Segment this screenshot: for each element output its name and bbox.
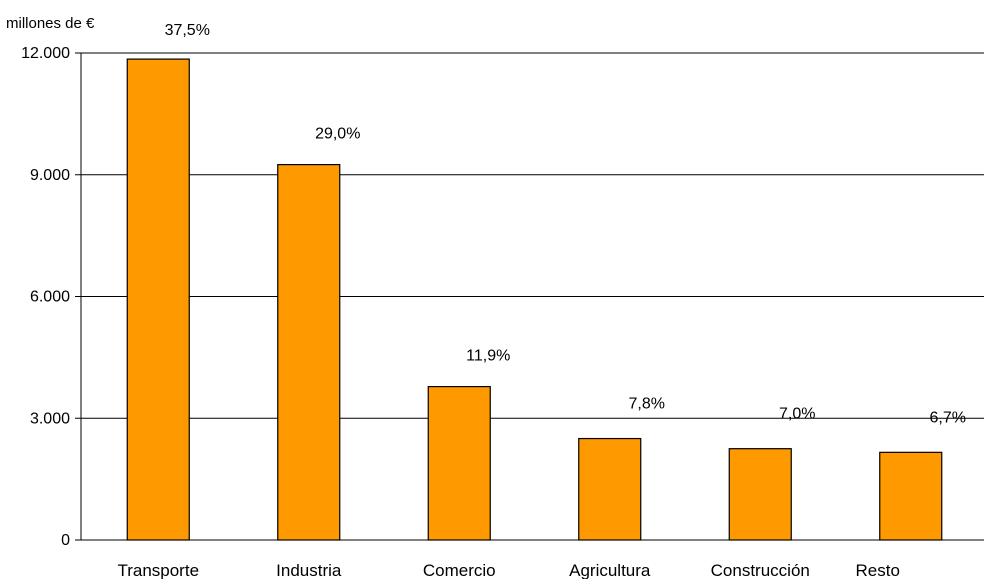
data-label: 11,9% xyxy=(466,348,510,365)
bar xyxy=(728,448,792,541)
y-axis-unit-label: millones de € xyxy=(6,15,95,32)
y-tick-label: 9.000 xyxy=(30,167,70,184)
y-tick-label: 6.000 xyxy=(30,289,70,306)
x-tick-label: Construcción xyxy=(711,561,810,579)
bar xyxy=(427,385,491,541)
x-tick-label: Transporte xyxy=(117,561,199,579)
grid-lines xyxy=(81,52,984,419)
x-tick-label: Comercio xyxy=(423,561,496,579)
data-label: 37,5% xyxy=(165,22,210,39)
bar xyxy=(879,451,943,541)
x-axis-labels: Transporte Industria Comercio Agricultura Co… xyxy=(117,561,900,579)
x-tick-label: Agricultura xyxy=(569,561,651,579)
y-axis-ticks: 0 3.000 6.000 9.000 12.000 xyxy=(21,45,81,549)
data-label: 29,0% xyxy=(315,126,360,143)
data-label: 6,7% xyxy=(930,409,966,426)
x-tick-label: Industria xyxy=(276,561,342,579)
y-tick-label: 0 xyxy=(61,532,70,549)
y-tick-label: 12.000 xyxy=(21,45,70,62)
bar xyxy=(277,164,341,541)
bar xyxy=(126,58,190,541)
bar xyxy=(578,437,642,541)
data-labels: 37,5% 29,0% 11,9% 7,8% 7,0% 6,7% xyxy=(165,22,966,426)
y-tick-label: 3.000 xyxy=(30,410,70,427)
data-label: 7,8% xyxy=(629,396,665,413)
x-tick-label: Resto xyxy=(856,561,900,579)
bar-series xyxy=(126,58,943,541)
data-label: 7,0% xyxy=(779,406,815,423)
